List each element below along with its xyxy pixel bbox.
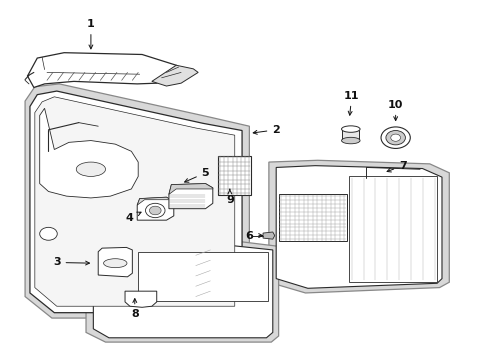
Polygon shape bbox=[137, 197, 173, 205]
Text: 9: 9 bbox=[225, 189, 233, 205]
Polygon shape bbox=[98, 247, 132, 277]
Polygon shape bbox=[152, 65, 198, 86]
Circle shape bbox=[385, 131, 405, 145]
Text: 4: 4 bbox=[126, 212, 141, 222]
Polygon shape bbox=[263, 232, 274, 239]
Polygon shape bbox=[35, 97, 234, 306]
Polygon shape bbox=[268, 160, 448, 293]
Ellipse shape bbox=[103, 259, 127, 268]
Text: 10: 10 bbox=[387, 100, 403, 121]
Polygon shape bbox=[168, 184, 212, 209]
Circle shape bbox=[390, 134, 400, 141]
Circle shape bbox=[40, 227, 57, 240]
Text: 8: 8 bbox=[131, 299, 139, 319]
Ellipse shape bbox=[341, 126, 359, 132]
Ellipse shape bbox=[76, 162, 105, 176]
Bar bbox=[278, 194, 346, 241]
Circle shape bbox=[145, 203, 164, 218]
Polygon shape bbox=[341, 130, 358, 140]
Text: 5: 5 bbox=[184, 168, 209, 182]
Circle shape bbox=[380, 127, 409, 148]
Polygon shape bbox=[86, 241, 278, 342]
Polygon shape bbox=[168, 184, 212, 194]
Circle shape bbox=[149, 206, 161, 215]
Text: 6: 6 bbox=[245, 231, 262, 240]
Polygon shape bbox=[30, 91, 242, 313]
Text: 7: 7 bbox=[386, 161, 406, 172]
Polygon shape bbox=[137, 197, 173, 220]
Polygon shape bbox=[138, 252, 267, 301]
Text: 2: 2 bbox=[253, 125, 280, 135]
Polygon shape bbox=[276, 166, 441, 288]
Text: 3: 3 bbox=[53, 257, 89, 267]
Bar bbox=[217, 156, 250, 195]
Polygon shape bbox=[93, 245, 272, 338]
Bar bbox=[348, 176, 436, 282]
Ellipse shape bbox=[341, 137, 359, 144]
Text: 1: 1 bbox=[87, 19, 95, 49]
Polygon shape bbox=[125, 291, 157, 307]
Polygon shape bbox=[40, 108, 138, 198]
Polygon shape bbox=[25, 84, 249, 318]
Polygon shape bbox=[27, 53, 181, 87]
Text: 11: 11 bbox=[344, 91, 359, 115]
